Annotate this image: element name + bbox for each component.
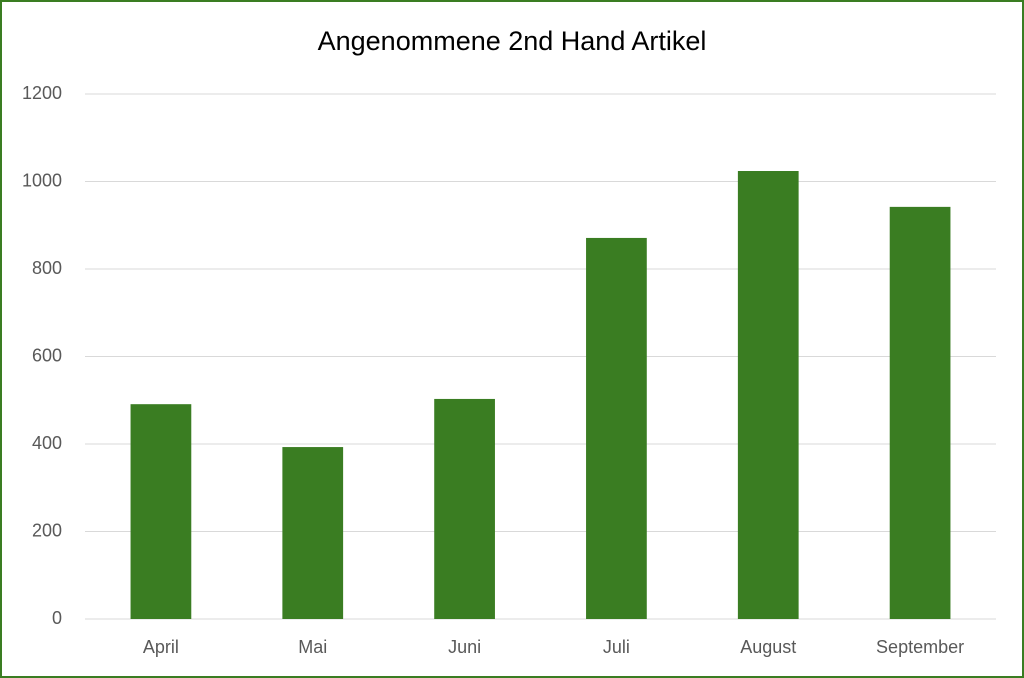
y-tick-label: 200 <box>32 520 62 540</box>
bar <box>130 404 192 619</box>
bar <box>737 171 799 619</box>
bar <box>586 237 647 619</box>
x-tick-label: September <box>876 637 964 657</box>
y-tick-label: 1000 <box>22 170 62 190</box>
y-tick-label: 800 <box>32 258 62 278</box>
bar <box>434 398 495 619</box>
x-tick-label: Mai <box>298 637 327 657</box>
y-tick-label: 400 <box>32 433 62 453</box>
x-tick-label: April <box>143 637 179 657</box>
x-tick-label: Juli <box>603 637 630 657</box>
y-tick-label: 0 <box>52 608 62 628</box>
y-tick-label: 1200 <box>22 83 62 103</box>
x-tick-label: August <box>740 637 796 657</box>
y-tick-label: 600 <box>32 345 62 365</box>
bar <box>282 447 344 619</box>
chart-title: Angenommene 2nd Hand Artikel <box>318 26 707 56</box>
x-tick-label: Juni <box>448 637 481 657</box>
bar <box>889 206 951 619</box>
